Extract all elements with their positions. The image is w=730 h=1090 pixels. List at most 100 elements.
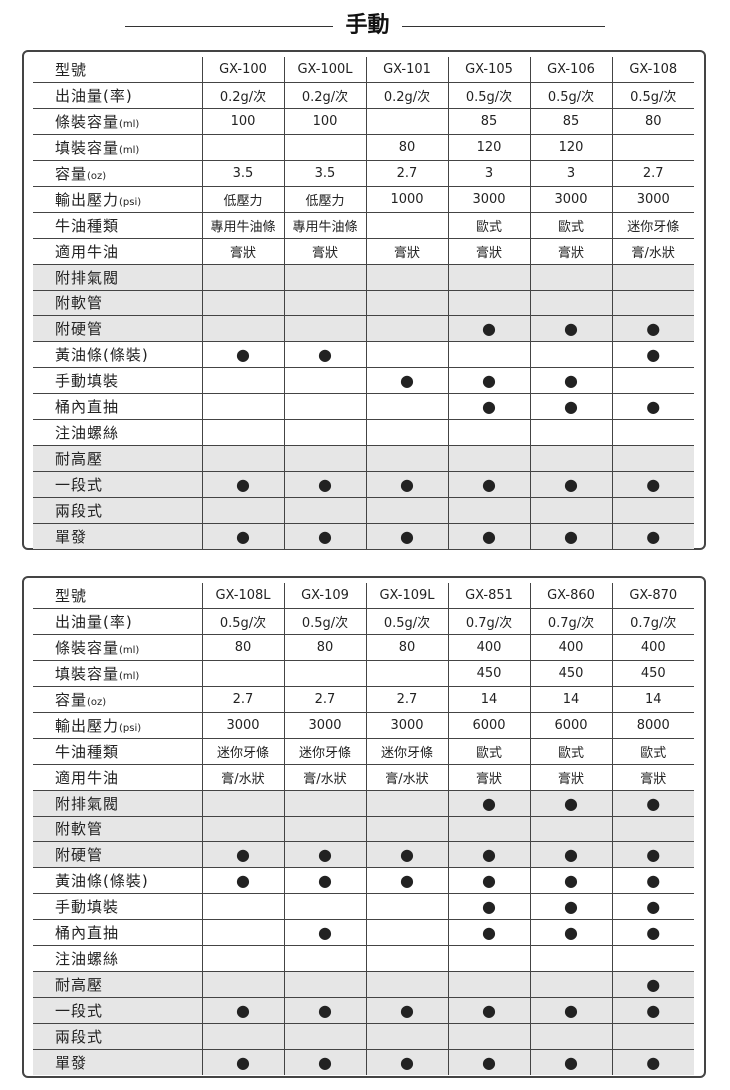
spec-cell — [611, 816, 694, 843]
row-label-text: 出油量(率) — [55, 87, 133, 106]
spec-cell — [365, 341, 448, 369]
table-row: 桶內直抽 ● ● ● — [33, 393, 694, 420]
row-label-text: 桶內直抽 — [55, 924, 120, 943]
section-header: 手動 — [0, 8, 730, 44]
spec-cell: 450 — [611, 660, 694, 688]
table-row: 桶內直抽 ● ● ● ● — [33, 919, 694, 946]
feature-dot: ● — [529, 367, 612, 395]
feature-dot: ● — [365, 867, 448, 895]
spec-cell: 歐式 — [529, 212, 612, 239]
row-label: 附軟管 — [33, 816, 202, 843]
row-unit: (ml) — [119, 119, 140, 131]
spec-cell: 2.7 — [283, 686, 366, 713]
feature-dot: ● — [283, 919, 366, 946]
feature-dot: ● — [447, 841, 530, 869]
feature-dot: ● — [201, 523, 284, 549]
row-label: 附排氣閥 — [33, 264, 202, 291]
row-label-text: 注油螺絲 — [55, 423, 120, 442]
row-label-text: 附軟管 — [55, 820, 104, 839]
spec-cell: 3 — [447, 160, 530, 187]
feature-dot: ● — [529, 919, 612, 946]
spec-cell — [611, 367, 694, 395]
spec-cell: 85 — [447, 108, 530, 136]
spec-cell: 膏/水狀 — [611, 238, 694, 265]
spec-cell — [365, 893, 448, 921]
row-label-text: 耐高壓 — [55, 449, 104, 468]
spec-cell — [611, 290, 694, 317]
row-unit: (ml) — [119, 645, 140, 657]
spec-cell: 專用牛油條 — [201, 212, 284, 239]
table-row: 手動填裝 ● ● ● — [33, 893, 694, 921]
row-label: 兩段式 — [33, 1023, 202, 1050]
spec-cell: 膏狀 — [365, 238, 448, 265]
spec-cell — [201, 971, 284, 998]
spec-cell: 膏/水狀 — [365, 764, 448, 791]
spec-cell — [447, 341, 530, 369]
spec-cell — [201, 134, 284, 162]
table-row: 條裝容量(ml) 80 80 80 400 400 400 — [33, 634, 694, 662]
spec-cell: 100 — [283, 108, 366, 136]
feature-dot: ● — [447, 393, 530, 420]
spec-cell: 膏/水狀 — [201, 764, 284, 791]
row-label: 耐高壓 — [33, 445, 202, 472]
row-label-text: 牛油種類 — [55, 742, 120, 761]
spec-cell: 膏狀 — [447, 764, 530, 791]
spec-cell — [283, 893, 366, 921]
spec-cell — [365, 816, 448, 843]
row-label-text: 耐高壓 — [55, 975, 104, 994]
spec-cell: 3000 — [365, 712, 448, 739]
row-label-text: 單發 — [55, 1053, 88, 1072]
spec-cell — [365, 1023, 448, 1050]
table-row: 條裝容量(ml) 100 100 85 85 80 — [33, 108, 694, 136]
spec-cell — [201, 497, 284, 524]
spec-cell — [201, 1023, 284, 1050]
row-label: 黃油條(條裝) — [33, 867, 202, 895]
feature-dot: ● — [529, 893, 612, 921]
spec-cell: 膏狀 — [611, 764, 694, 791]
feature-dot: ● — [201, 997, 284, 1024]
spec-cell: 450 — [447, 660, 530, 688]
row-label: 出油量(率) — [33, 82, 202, 110]
spec-cell — [283, 393, 366, 420]
table-row: 單發 ● ● ● ● ● ● — [33, 1049, 694, 1075]
feature-dot: ● — [283, 341, 366, 369]
spec-cell — [201, 945, 284, 972]
feature-dot: ● — [365, 367, 448, 395]
row-label: 單發 — [33, 523, 202, 549]
spec-cell: 膏/水狀 — [283, 764, 366, 791]
title-rule-left — [125, 26, 333, 27]
spec-cell: 8000 — [611, 712, 694, 739]
table-row: 黃油條(條裝) ● ● ● — [33, 341, 694, 369]
feature-dot: ● — [611, 341, 694, 369]
header-row: 型號 GX-100 GX-100L GX-101 GX-105 GX-106 GX-108 — [33, 57, 694, 84]
spec-cell — [201, 893, 284, 921]
table-row: 輸出壓力(psi) 3000 3000 3000 6000 6000 8000 — [33, 712, 694, 739]
row-unit: (psi) — [119, 722, 142, 734]
row-label-text: 輸出壓力 — [55, 716, 120, 735]
spec-table-panel-1: 型號 GX-100 GX-100L GX-101 GX-105 GX-106 GX-108 出… — [22, 50, 706, 550]
table-row: 注油螺絲 — [33, 419, 694, 446]
spec-cell — [201, 290, 284, 317]
model-name: GX-105 — [447, 57, 530, 84]
spec-cell — [201, 445, 284, 472]
feature-dot: ● — [611, 1049, 694, 1075]
feature-dot: ● — [529, 523, 612, 549]
spec-cell: 3000 — [201, 712, 284, 739]
spec-cell — [365, 264, 448, 291]
model-name: GX-108 — [611, 57, 694, 84]
feature-dot: ● — [611, 841, 694, 869]
spec-cell: 2.7 — [365, 160, 448, 187]
table-row: 容量(oz) 2.7 2.7 2.7 14 14 14 — [33, 686, 694, 713]
row-unit: (psi) — [119, 196, 142, 208]
spec-cell — [201, 315, 284, 343]
feature-dot: ● — [201, 1049, 284, 1075]
table-row: 附硬管 ● ● ● — [33, 315, 694, 343]
row-label: 附軟管 — [33, 290, 202, 317]
spec-cell: 0.5g/次 — [283, 608, 366, 636]
table-row: 附排氣閥 ● ● ● — [33, 790, 694, 817]
spec-cell — [201, 419, 284, 446]
spec-cell: 0.5g/次 — [447, 82, 530, 110]
feature-dot: ● — [365, 471, 448, 498]
row-label: 條裝容量(ml) — [33, 634, 202, 662]
spec-cell — [365, 393, 448, 420]
